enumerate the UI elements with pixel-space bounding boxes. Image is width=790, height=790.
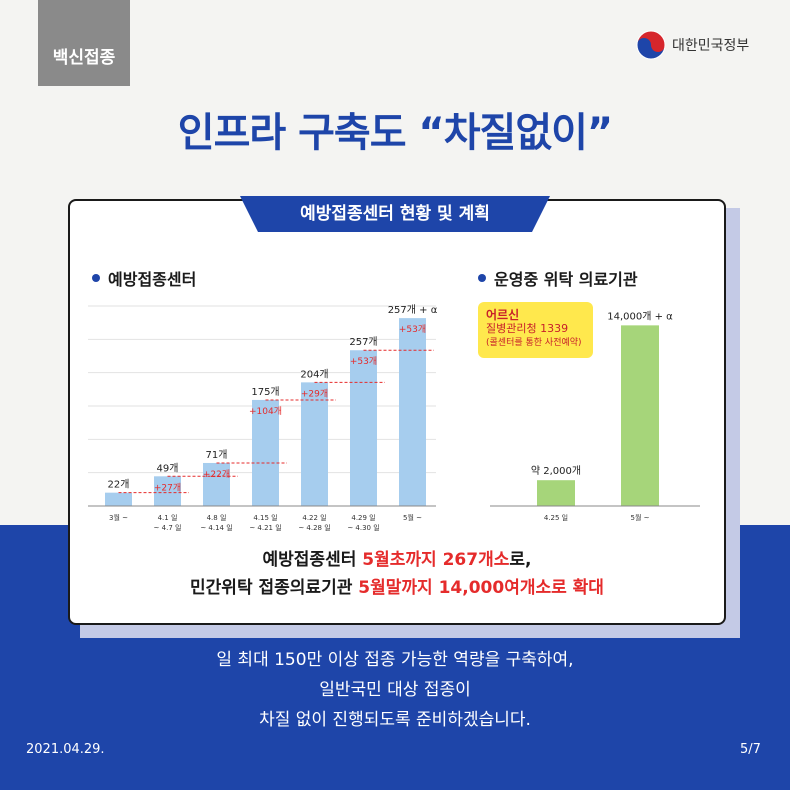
bar: [399, 318, 426, 506]
data-label: 204개: [300, 368, 328, 380]
taegeuk-icon: [636, 30, 666, 60]
card-title: 예방접종센터 현황 및 계획: [300, 204, 490, 224]
summary-line1: 예방접종센터 5월초까지 267개소로,: [68, 546, 726, 574]
tick-label: 4.22 일: [302, 513, 326, 522]
summary-line2: 민간위탁 접종의료기관 5월말까지 14,000여개소로 확대: [68, 574, 726, 602]
date: 2021.04.29.: [26, 742, 105, 757]
callout-line2: 질병관리청 1339: [486, 322, 569, 335]
card-title-tab: 예방접종센터 현황 및 계획: [240, 196, 550, 232]
bullet-icon: [92, 274, 100, 282]
tick-label: ~ 4.28 일: [298, 523, 330, 532]
data-label: 71개: [206, 449, 228, 461]
data-label: 14,000개 + α: [607, 310, 673, 322]
tick-label: 4.29 일: [351, 513, 375, 522]
bar: [203, 462, 230, 506]
tick-label: 5월 ~: [403, 513, 422, 522]
callout-line3: (콜센터를 통한 사전예약): [486, 338, 582, 348]
increment-label: +53개: [350, 356, 377, 367]
data-label: 22개: [108, 479, 130, 491]
increment-label: +22개: [203, 469, 230, 480]
tick-label: ~ 4.30 일: [347, 523, 379, 532]
category-tag: 백신접종: [38, 0, 130, 86]
medical-institution-chart: 약 2,000개 4.25 일 14,000개 + α 5월 ~: [490, 310, 700, 522]
tick-label: 4.15 일: [253, 513, 277, 522]
bar: [621, 325, 659, 506]
vaccination-center-chart: 22개 3월 ~ 49개 4.1 일~ 4.7 일 +27개 71개 4.8 일~ 4.14…: [88, 304, 438, 532]
tick-label: 4.1 일: [158, 513, 178, 522]
data-label: 257개 + α: [388, 304, 438, 316]
bar: [350, 350, 377, 506]
right-section-label: 운영중 위탁 의료기관: [494, 270, 638, 289]
info-card: [68, 199, 726, 625]
card-tab-shape: [240, 196, 550, 232]
tick-label: 5월 ~: [631, 513, 650, 522]
gov-name: 대한민국정부: [672, 38, 750, 54]
bottom-line3: 차질 없이 진행되도록 준비하겠습니다.: [259, 710, 531, 730]
increment-label: +27개: [154, 482, 181, 493]
data-label: 175개: [251, 386, 279, 398]
bar: [105, 492, 132, 506]
increment-label: +29개: [301, 388, 328, 399]
bar: [154, 476, 181, 506]
tick-label: ~ 4.21 일: [249, 523, 281, 532]
summary-line1-text: 예방접종센터: [262, 550, 363, 570]
page-title: 인프라 구축도 “차질없이”: [177, 110, 613, 156]
page-number: 5/7: [740, 742, 761, 757]
summary-line1-highlight: 5월초까지 267개소: [362, 550, 510, 570]
gov-logo: 대한민국정부: [636, 30, 749, 60]
left-section-title: 예방접종센터: [92, 266, 196, 290]
bar: [537, 480, 575, 506]
bullet-icon: [478, 274, 486, 282]
data-label: 49개: [157, 462, 179, 474]
tick-label: 4.8 일: [207, 513, 227, 522]
callout-box: 어르신 질병관리청 1339 (콜센터를 통한 사전예약): [478, 302, 593, 358]
left-section-label: 예방접종센터: [108, 270, 197, 289]
summary-text: 예방접종센터 5월초까지 267개소로, 민간위탁 접종의료기관 5월말까지 1…: [68, 546, 726, 602]
bottom-line2: 일반국민 대상 접종이: [319, 680, 471, 700]
tick-label: ~ 4.7 일: [154, 523, 182, 532]
tick-label: 4.25 일: [544, 513, 568, 522]
callout-line1: 어르신: [486, 308, 520, 322]
increment-label: +104개: [249, 406, 282, 417]
bar: [301, 382, 328, 506]
summary-line1-end: 로,: [509, 550, 532, 570]
data-label: 약 2,000개: [531, 465, 581, 477]
bar: [252, 399, 279, 506]
tick-label: ~ 4.14 일: [200, 523, 232, 532]
bottom-message: 일 최대 150만 이상 접종 가능한 역량을 구축하여, 일반국민 대상 접종…: [0, 645, 790, 735]
tick-label: 3월 ~: [109, 513, 128, 522]
summary-line2-text: 민간위탁 접종의료기관: [190, 578, 359, 598]
right-section-title: 운영중 위탁 의료기관: [478, 266, 638, 290]
bottom-line1: 일 최대 150만 이상 접종 가능한 역량을 구축하여,: [216, 650, 574, 670]
summary-line2-highlight: 5월말까지 14,000여개소로 확대: [358, 578, 604, 598]
data-label: 257개: [349, 336, 377, 348]
increment-label: +53개: [399, 324, 426, 335]
